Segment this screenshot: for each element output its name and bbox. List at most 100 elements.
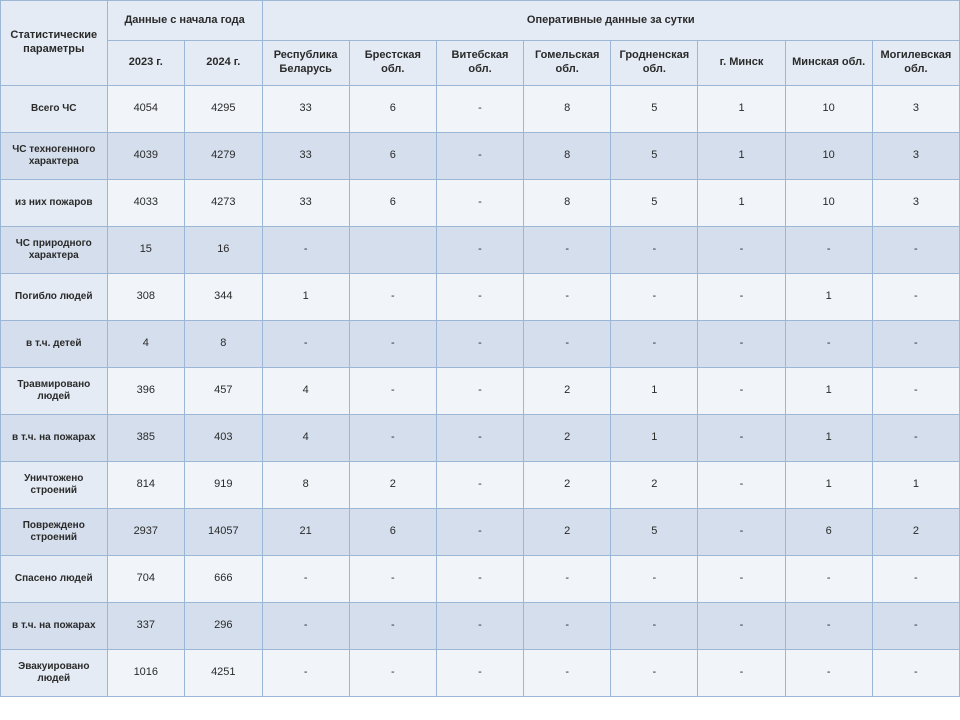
cell-region: -: [436, 509, 523, 556]
cell-region: -: [349, 274, 436, 321]
cell-region: -: [872, 274, 959, 321]
cell-2023: 704: [107, 556, 185, 603]
cell-region: 4: [262, 415, 349, 462]
cell-2024: 8: [185, 321, 263, 368]
cell-region: -: [349, 368, 436, 415]
cell-region: 3: [872, 180, 959, 227]
cell-region: -: [436, 321, 523, 368]
col-region-0: Республика Беларусь: [262, 41, 349, 86]
cell-2024: 4273: [185, 180, 263, 227]
cell-region: -: [698, 556, 785, 603]
cell-region: -: [349, 603, 436, 650]
cell-2023: 4054: [107, 86, 185, 133]
cell-2023: 308: [107, 274, 185, 321]
cell-region: 33: [262, 180, 349, 227]
cell-region: 2: [524, 368, 611, 415]
cell-region: -: [262, 227, 349, 274]
cell-region: -: [436, 462, 523, 509]
cell-2024: 4251: [185, 650, 263, 697]
row-label: Травмировано людей: [1, 368, 108, 415]
cell-region: -: [524, 227, 611, 274]
cell-region: 1: [785, 462, 872, 509]
table-header: Статистические параметры Данные с начала…: [1, 1, 960, 86]
cell-region: 1: [611, 368, 698, 415]
cell-2023: 15: [107, 227, 185, 274]
cell-region: -: [872, 603, 959, 650]
cell-region: -: [262, 321, 349, 368]
cell-2023: 4039: [107, 133, 185, 180]
cell-region: 8: [262, 462, 349, 509]
table-row: Спасено людей704666--------: [1, 556, 960, 603]
cell-region: -: [436, 180, 523, 227]
cell-region: -: [524, 650, 611, 697]
cell-2023: 385: [107, 415, 185, 462]
row-label: ЧС природного характера: [1, 227, 108, 274]
col-region-3: Гомельская обл.: [524, 41, 611, 86]
cell-region: 1: [698, 133, 785, 180]
cell-region: -: [785, 321, 872, 368]
cell-region: -: [698, 603, 785, 650]
cell-region: -: [785, 227, 872, 274]
col-group-daily: Оперативные данные за сутки: [262, 1, 959, 41]
cell-region: 2: [872, 509, 959, 556]
cell-region: 21: [262, 509, 349, 556]
statistics-table: Статистические параметры Данные с начала…: [0, 0, 960, 697]
cell-2024: 4279: [185, 133, 263, 180]
cell-2023: 2937: [107, 509, 185, 556]
cell-region: -: [698, 227, 785, 274]
table-row: ЧС природного характера1516-------: [1, 227, 960, 274]
cell-region: -: [872, 415, 959, 462]
row-label: ЧС техногенного характера: [1, 133, 108, 180]
cell-region: -: [872, 227, 959, 274]
cell-region: -: [262, 603, 349, 650]
col-region-1: Брестская обл.: [349, 41, 436, 86]
col-region-6: Минская обл.: [785, 41, 872, 86]
cell-region: -: [785, 556, 872, 603]
table-body: Всего ЧС40544295336-851103ЧС техногенног…: [1, 86, 960, 697]
cell-region: 1: [611, 415, 698, 462]
cell-region: 6: [349, 133, 436, 180]
cell-2023: 337: [107, 603, 185, 650]
cell-2023: 4: [107, 321, 185, 368]
cell-2023: 814: [107, 462, 185, 509]
cell-region: 8: [524, 86, 611, 133]
cell-region: -: [698, 274, 785, 321]
cell-region: -: [436, 133, 523, 180]
cell-region: -: [436, 415, 523, 462]
cell-region: 1: [872, 462, 959, 509]
cell-region: -: [436, 227, 523, 274]
col-2024: 2024 г.: [185, 41, 263, 86]
table-container: Статистические параметры Данные с начала…: [0, 0, 960, 720]
cell-region: -: [349, 650, 436, 697]
cell-region: 1: [698, 180, 785, 227]
cell-region: 5: [611, 180, 698, 227]
cell-region: 1: [785, 368, 872, 415]
table-row: из них пожаров40334273336-851103: [1, 180, 960, 227]
cell-region: -: [698, 509, 785, 556]
cell-region: -: [611, 603, 698, 650]
cell-region: 8: [524, 133, 611, 180]
cell-region: 1: [262, 274, 349, 321]
cell-region: 10: [785, 180, 872, 227]
cell-2024: 16: [185, 227, 263, 274]
cell-2023: 1016: [107, 650, 185, 697]
cell-region: 5: [611, 509, 698, 556]
col-region-7: Могилевская обл.: [872, 41, 959, 86]
cell-region: -: [349, 415, 436, 462]
cell-region: 1: [785, 274, 872, 321]
table-row: в т.ч. на пожарах3854034--21-1-: [1, 415, 960, 462]
table-row: в т.ч. на пожарах337296--------: [1, 603, 960, 650]
row-label: в т.ч. на пожарах: [1, 415, 108, 462]
cell-region: -: [436, 274, 523, 321]
cell-region: -: [349, 321, 436, 368]
cell-region: -: [698, 650, 785, 697]
cell-2024: 919: [185, 462, 263, 509]
cell-region: -: [436, 86, 523, 133]
cell-region: -: [262, 556, 349, 603]
cell-region: 3: [872, 86, 959, 133]
table-row: Травмировано людей3964574--21-1-: [1, 368, 960, 415]
cell-region: 2: [611, 462, 698, 509]
cell-2024: 4295: [185, 86, 263, 133]
cell-region: 5: [611, 86, 698, 133]
cell-region: -: [698, 415, 785, 462]
